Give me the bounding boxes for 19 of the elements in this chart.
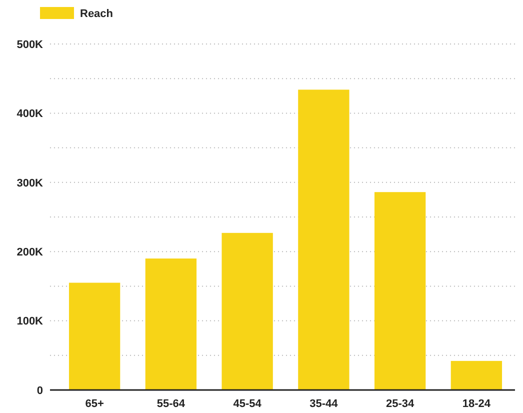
x-tick-label: 35-44 (310, 398, 339, 410)
bar (68, 282, 120, 390)
y-tick-label: 0 (36, 384, 43, 397)
bar (374, 192, 426, 390)
y-tick-label: 300K (16, 177, 44, 190)
x-tick-label: 25-34 (386, 398, 416, 410)
x-tick-label: 55-64 (156, 398, 186, 410)
y-tick-label: 400K (16, 108, 44, 120)
y-tick-label: 500K (16, 38, 44, 51)
bar (145, 258, 197, 390)
legend-label: Reach (80, 8, 114, 20)
x-tick-label: 18-24 (462, 398, 492, 410)
y-tick-label: 200K (16, 246, 44, 258)
x-tick-label: 45-54 (233, 398, 262, 410)
bar (222, 232, 273, 390)
x-tick-label: 65+ (85, 398, 104, 410)
bar (450, 360, 502, 390)
y-tick-label: 100K (16, 316, 44, 328)
bar (298, 90, 350, 390)
